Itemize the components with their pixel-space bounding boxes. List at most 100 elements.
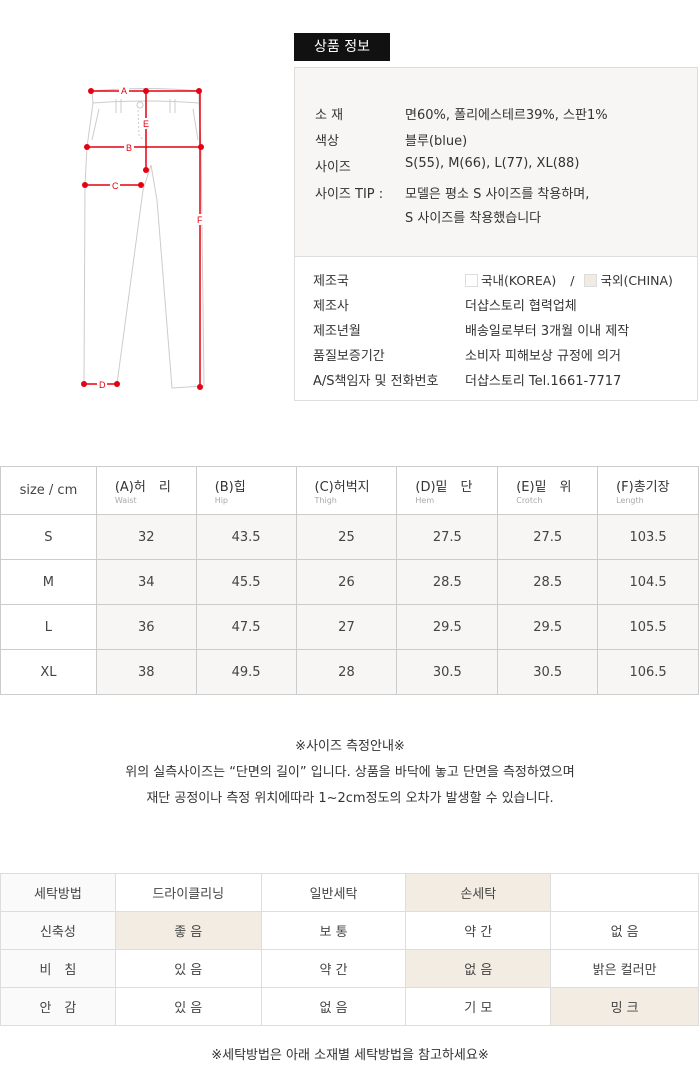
value-cell: 28.5 [396,559,499,605]
value-cell: 28.5 [497,559,599,605]
care-cell: 약 간 [260,949,407,988]
header-cell: (F)총기장 Length [597,466,699,515]
label-c: C [112,181,119,191]
warranty-value: 소비자 피해보상 규정에 의거 [465,349,621,364]
label-d: D [99,380,106,390]
product-info-box: 소 재 면60%, 폴리에스테르39%, 스판1% 색상 블루(blue) 사이… [294,67,698,401]
size-corner: size / cm [0,466,97,515]
care-footer: ※세탁방법은 아래 소재별 세탁방법을 참고하세요※ [211,1048,489,1063]
size-value: S(55), M(66), L(77), XL(88) [405,156,580,171]
header-cell: (C)허벅지 Thigh [295,466,398,515]
korea-checkbox [465,274,478,287]
product-details: 소 재 면60%, 폴리에스테르39%, 스판1% 색상 블루(blue) 사이… [295,68,697,257]
origin-separator: / [570,273,575,288]
value-cell: 30.5 [396,649,499,695]
table-row: S 32 43.5 25 27.5 27.5 103.5 [0,514,699,560]
header-cell: (E)밑 위 Crotch [497,466,599,515]
material-value: 면60%, 폴리에스테르39%, 스판1% [405,108,608,123]
china-checkbox [584,274,598,287]
value-cell: 26 [295,559,398,605]
value-cell: 28 [295,649,398,695]
made-date-value: 배송일로부터 3개월 이내 제작 [465,324,630,339]
material-label: 소 재 [315,108,344,123]
as-contact-label: A/S책임자 및 전화번호 [313,374,439,389]
value-cell: 29.5 [396,604,499,650]
value-cell: 104.5 [597,559,699,605]
value-cell: 32 [95,514,197,560]
care-cell: 없 음 [405,949,552,988]
product-info-badge: 상품 정보 [294,33,390,61]
value-cell: 38 [95,649,197,695]
maker-value: 더샵스토리 협력업체 [465,299,577,314]
size-label: 사이즈 [315,160,351,175]
color-value: 블루(blue) [405,134,468,149]
size-table: size / cm (A)허 리 Waist (B)힙 Hip (C)허벅지 Thig… [0,466,699,695]
maker-label: 제조사 [313,299,349,314]
value-cell: 45.5 [195,559,297,605]
value-cell: 106.5 [597,649,699,695]
notes-line-1: 위의 실측사이즈는 “단면의 길이” 입니다. 상품을 바닥에 놓고 단면을 측… [125,765,575,780]
notes-title: ※사이즈 측정안내※ [295,739,405,754]
care-cell: 있 음 [114,987,262,1026]
table-row: M 34 45.5 26 28.5 28.5 104.5 [0,559,699,605]
value-cell: 43.5 [195,514,297,560]
care-cell [550,873,699,912]
value-cell: 36 [95,604,197,650]
size-tip-value: 모델은 평소 S 사이즈를 착용하며, [405,187,590,202]
size-table-header: size / cm (A)허 리 Waist (B)힙 Hip (C)허벅지 Thig… [0,466,699,515]
label-a: A [121,86,127,96]
size-cell: XL [0,649,97,695]
table-row: 세탁방법 드라이클리닝 일반세탁 손세탁 [0,873,699,912]
care-cell: 보 통 [260,911,407,950]
table-row: XL 38 49.5 28 30.5 30.5 106.5 [0,649,699,695]
as-contact-value: 더샵스토리 Tel.1661-7717 [465,374,622,389]
value-cell: 29.5 [497,604,599,650]
care-cell: 약 간 [405,911,552,950]
care-label: 안 감 [0,987,116,1026]
size-cell: S [0,514,97,560]
care-label: 세탁방법 [0,873,116,912]
value-cell: 27.5 [497,514,599,560]
care-cell: 없 음 [260,987,407,1026]
warranty-label: 품질보증기간 [313,349,385,364]
pants-diagram: A B C D E F [81,85,205,390]
china-label: 국외(CHINA) [600,273,673,288]
label-e: E [143,119,149,129]
value-cell: 34 [95,559,197,605]
care-cell: 일반세탁 [260,873,407,912]
care-cell: 드라이클리닝 [114,873,262,912]
care-cell: 좋 음 [114,911,262,950]
size-cell: M [0,559,97,605]
origin-label: 제조국 [313,274,349,289]
origin-value: 국내(KOREA) / 국외(CHINA) [465,270,673,289]
care-cell: 밍 크 [550,987,699,1026]
value-cell: 105.5 [597,604,699,650]
table-row: L 36 47.5 27 29.5 29.5 105.5 [0,604,699,650]
care-cell: 밝은 컬러만 [550,949,699,988]
made-date-label: 제조년월 [313,324,361,339]
care-label: 신축성 [0,911,116,950]
header-cell: (B)힙 Hip [195,466,297,515]
size-cell: L [0,604,97,650]
label-f: F [197,215,203,225]
care-cell: 있 음 [114,949,262,988]
label-b: B [126,143,132,153]
header-cell: (A)허 리 Waist [95,466,197,515]
care-cell: 손세탁 [405,873,552,912]
value-cell: 25 [295,514,398,560]
color-label: 색상 [315,134,339,149]
value-cell: 47.5 [195,604,297,650]
care-label: 비 침 [0,949,116,988]
care-cell: 없 음 [550,911,699,950]
value-cell: 30.5 [497,649,599,695]
value-cell: 103.5 [597,514,699,560]
header-cell: (D)밑 단 Hem [396,466,499,515]
notes-line-2: 재단 공정이나 측정 위치에따라 1~2cm정도의 오차가 발생할 수 있습니다… [146,791,554,806]
value-cell: 27.5 [396,514,499,560]
size-tip-label: 사이즈 TIP : [315,187,384,202]
korea-label: 국내(KOREA) [481,273,557,288]
